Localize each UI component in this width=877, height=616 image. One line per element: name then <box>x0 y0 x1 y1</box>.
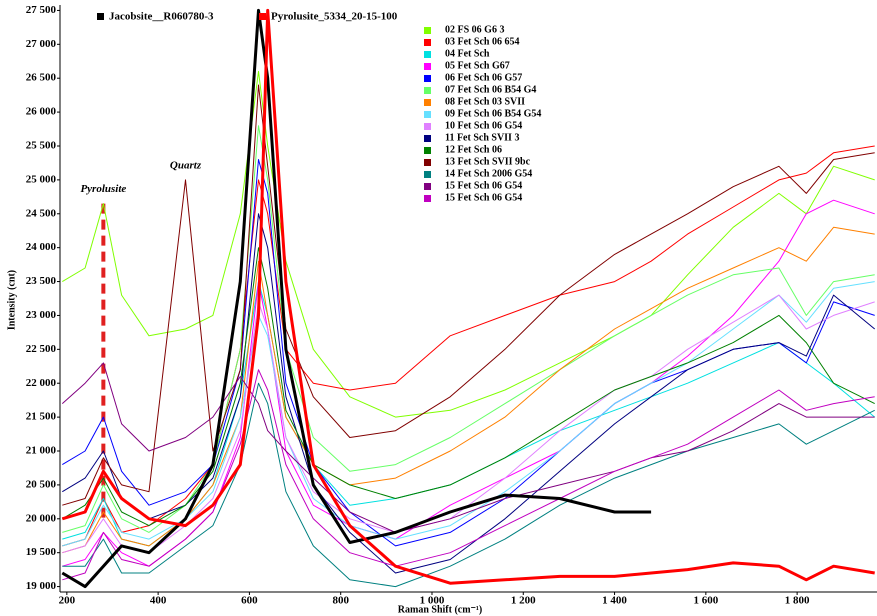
legend-swatch <box>97 13 104 20</box>
y-tick-label: 27 500 <box>26 4 57 16</box>
y-tick-label: 19 500 <box>26 546 57 558</box>
y-tick-label: 22 500 <box>26 343 57 355</box>
legend-swatch <box>424 39 431 46</box>
y-tick-label: 24 500 <box>26 207 57 219</box>
series-line <box>62 70 875 418</box>
y-tick-label: 23 500 <box>26 275 57 287</box>
legend-label: 05 Fet Sch G67 <box>445 60 510 71</box>
series-line <box>62 84 875 506</box>
legend-label: 15 Fet Sch 06 G54 <box>445 192 522 203</box>
legend-swatch <box>424 195 431 202</box>
y-tick-label: 26 000 <box>26 106 57 118</box>
legend-label: 03 Fet Sch 06 654 <box>445 36 519 47</box>
legend-label: 04 Fet Sch <box>445 48 490 59</box>
x-tick-label: 400 <box>150 595 167 607</box>
series-line <box>62 125 875 533</box>
y-tick-label: 20 500 <box>26 478 57 490</box>
legend-swatch <box>424 159 431 166</box>
legend-label: 08 Fet Sch 03 SVII <box>445 96 525 107</box>
legend-swatch <box>424 135 431 142</box>
legend-swatch <box>424 63 431 70</box>
x-tick-label: 1 400 <box>602 595 627 607</box>
y-tick-label: 25 500 <box>26 140 57 152</box>
y-axis-label: Intensity (cnt) <box>6 270 17 330</box>
legend-label: 14 Fet Sch 2006 G54 <box>445 168 532 179</box>
y-tick-label: 26 500 <box>26 72 57 84</box>
y-tick-label: 21 500 <box>26 411 57 423</box>
legend-label: 10 Fet Sch 06 G54 <box>445 120 522 131</box>
x-tick-label: 600 <box>241 595 258 607</box>
series-line <box>61 8 875 585</box>
series-line <box>62 382 875 588</box>
legend-label: 02 FS 06 G6 3 <box>445 24 504 35</box>
legend-swatch <box>424 75 431 82</box>
legend-label: 13 Fet Sch SVII 9bc <box>445 156 531 167</box>
legend-label: 15 Fet Sch 06 G54 <box>445 180 522 191</box>
x-tick-label: 200 <box>59 595 76 607</box>
legend-label: 12 Fet Sch 06 <box>445 144 502 155</box>
legend-swatch <box>424 27 431 34</box>
x-tick-label: 1 600 <box>693 595 718 607</box>
annotation: Pyrolusite <box>80 183 126 195</box>
y-tick-label: 25 000 <box>26 173 57 185</box>
y-tick-label: 21 000 <box>26 445 57 457</box>
x-tick-label: 1 200 <box>511 595 536 607</box>
legend-label: 09 Fet Sch 06 B54 G54 <box>445 108 541 119</box>
legend-swatch <box>424 87 431 94</box>
x-tick-label: 1 000 <box>420 595 445 607</box>
legend-label: 06 Fet Sch 06 G57 <box>445 72 522 83</box>
legend-swatch <box>424 99 431 106</box>
legend-swatch <box>424 123 431 130</box>
annotation: Quartz <box>170 159 202 171</box>
series-line <box>62 247 875 527</box>
series-line <box>62 369 875 581</box>
legend-swatch <box>424 183 431 190</box>
legend-label: Jacobsite__R060780-3 <box>109 11 214 23</box>
y-tick-label: 24 000 <box>26 241 57 253</box>
x-tick-label: 1 800 <box>785 595 810 607</box>
y-tick-label: 19 000 <box>26 580 57 592</box>
y-tick-label: 27 000 <box>26 38 57 50</box>
series-line <box>61 362 875 533</box>
series-line <box>61 8 652 589</box>
legend-swatch <box>424 51 431 58</box>
y-tick-label: 23 000 <box>26 309 57 321</box>
legend-label: 07 Fet Sch 06 B54 G4 <box>445 84 536 95</box>
y-tick-label: 22 000 <box>26 377 57 389</box>
legend-swatch <box>424 171 431 178</box>
legend-swatch <box>259 13 266 20</box>
x-tick-label: 800 <box>332 595 349 607</box>
y-tick-label: 20 000 <box>26 512 57 524</box>
x-axis-label: Raman Shift (cm⁻¹) <box>398 604 482 615</box>
legend-label: 11 Fet Sch SVII 3 <box>445 132 519 143</box>
legend-swatch <box>424 147 431 154</box>
legend-label: Pyrolusite_5334_20-15-100 <box>271 11 398 23</box>
legend-swatch <box>424 111 431 118</box>
